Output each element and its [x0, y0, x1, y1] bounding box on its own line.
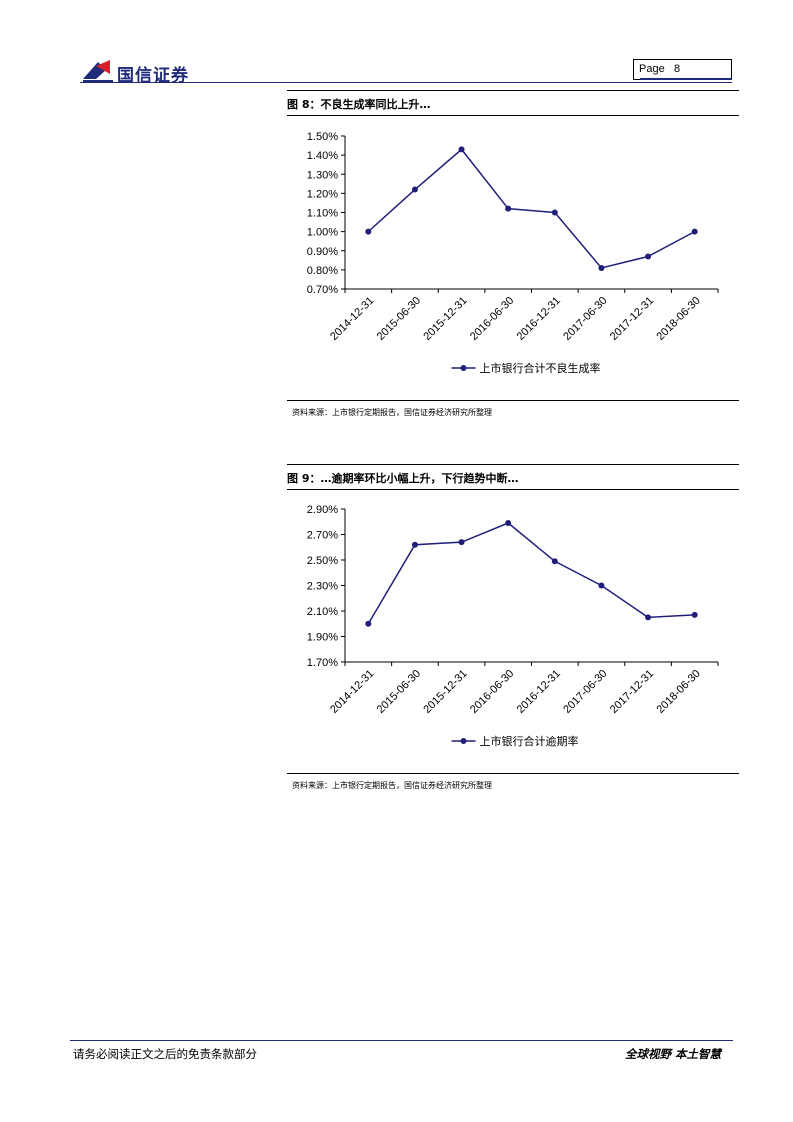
page-number: 8 [674, 63, 681, 75]
footer-rule [70, 1040, 733, 1041]
y-tick-label: 2.90% [307, 504, 338, 516]
header-rule [80, 82, 732, 83]
figure-8-bottom-rule [287, 400, 739, 401]
x-tick-label: 2016-06-30 [468, 295, 516, 343]
figure-8-title-rule [287, 115, 739, 116]
x-tick-label: 2014-12-31 [328, 295, 376, 343]
footer-disclaimer: 请务必阅读正文之后的免责条款部分 [73, 1047, 257, 1061]
figure-9-bottom-rule [287, 773, 739, 774]
legend-marker [460, 738, 467, 744]
y-tick-label: 0.80% [307, 265, 338, 277]
y-tick-label: 1.00% [307, 227, 338, 239]
y-tick-label: 1.10% [307, 208, 338, 220]
page-indicator-underline [640, 78, 732, 80]
guosen-logo-icon [83, 60, 113, 82]
company-name: 国信证券 [117, 66, 189, 86]
x-tick-label: 2015-06-30 [375, 295, 423, 343]
data-point [645, 253, 652, 260]
x-tick-label: 2015-12-31 [421, 295, 469, 343]
data-point [551, 209, 558, 216]
y-tick-label: 1.90% [307, 632, 338, 644]
data-point [365, 228, 372, 235]
x-tick-label: 2016-12-31 [515, 668, 563, 716]
data-point [551, 558, 558, 565]
figure-8-source: 资料来源：上市银行定期报告，国信证券经济研究所整理 [292, 408, 492, 417]
figure-8-chart: 1.50% 1.40% 1.30% 1.20% 1.10% 1.00% 0.90% 0.80%… [307, 131, 719, 375]
page-label: Page [639, 63, 665, 75]
data-point [411, 186, 418, 193]
y-tick-label: 2.50% [307, 555, 338, 567]
data-point [505, 205, 512, 212]
x-tick-label: 2015-06-30 [375, 668, 423, 716]
x-tick-label: 2016-12-31 [515, 295, 563, 343]
series-line [367, 522, 695, 625]
data-point [411, 541, 418, 548]
data-point [458, 539, 465, 546]
data-point [458, 146, 465, 153]
data-point [365, 620, 372, 627]
y-tick-label: 2.10% [307, 606, 338, 618]
x-tick-label: 2017-12-31 [608, 295, 656, 343]
data-point [691, 611, 698, 618]
y-tick-label: 0.90% [307, 246, 338, 258]
data-point [645, 614, 652, 621]
legend-label: 上市银行合计逾期率 [480, 734, 579, 748]
page-indicator: Page 8 [633, 59, 732, 80]
figure-8-title: 图 8：不良生成率同比上升… [287, 98, 431, 111]
y-tick-label: 1.70% [307, 657, 338, 669]
x-tick-label: 2017-06-30 [561, 295, 609, 343]
y-tick-label: 1.50% [307, 131, 338, 143]
company-logo [83, 60, 113, 82]
x-tick-label: 2014-12-31 [328, 668, 376, 716]
data-point [691, 228, 698, 235]
data-point [598, 582, 605, 589]
y-tick-label: 2.70% [307, 530, 338, 542]
x-tick-label: 2017-12-31 [608, 668, 656, 716]
figure-8-top-rule [287, 90, 739, 91]
footer-slogan: 全球视野 本土智慧 [625, 1047, 722, 1061]
series-line [367, 148, 696, 269]
figure-9-chart: 2.90% 2.70% 2.50% 2.30% 2.10% 1.90% 1.70%2014-… [307, 504, 719, 748]
figure-9-top-rule [287, 464, 739, 465]
legend-label: 上市银行合计不良生成率 [480, 361, 601, 375]
x-tick-label: 2016-06-30 [468, 668, 516, 716]
y-tick-label: 2.30% [307, 581, 338, 593]
figure-9-source: 资料来源：上市银行定期报告，国信证券经济研究所整理 [292, 781, 492, 790]
x-tick-label: 2018-06-30 [655, 295, 703, 343]
figure-9-title: 图 9：…逾期率环比小幅上升，下行趋势中断… [287, 472, 519, 485]
y-tick-label: 0.70% [307, 284, 338, 296]
data-point [598, 264, 605, 271]
x-tick-label: 2018-06-30 [655, 668, 703, 716]
x-tick-label: 2017-06-30 [561, 668, 609, 716]
y-tick-label: 1.40% [307, 150, 338, 162]
figure-9-title-rule [287, 489, 739, 490]
x-tick-label: 2015-12-31 [421, 668, 469, 716]
data-point [505, 520, 512, 527]
legend-marker [460, 365, 467, 371]
y-tick-label: 1.30% [307, 169, 338, 181]
y-tick-label: 1.20% [307, 188, 338, 200]
